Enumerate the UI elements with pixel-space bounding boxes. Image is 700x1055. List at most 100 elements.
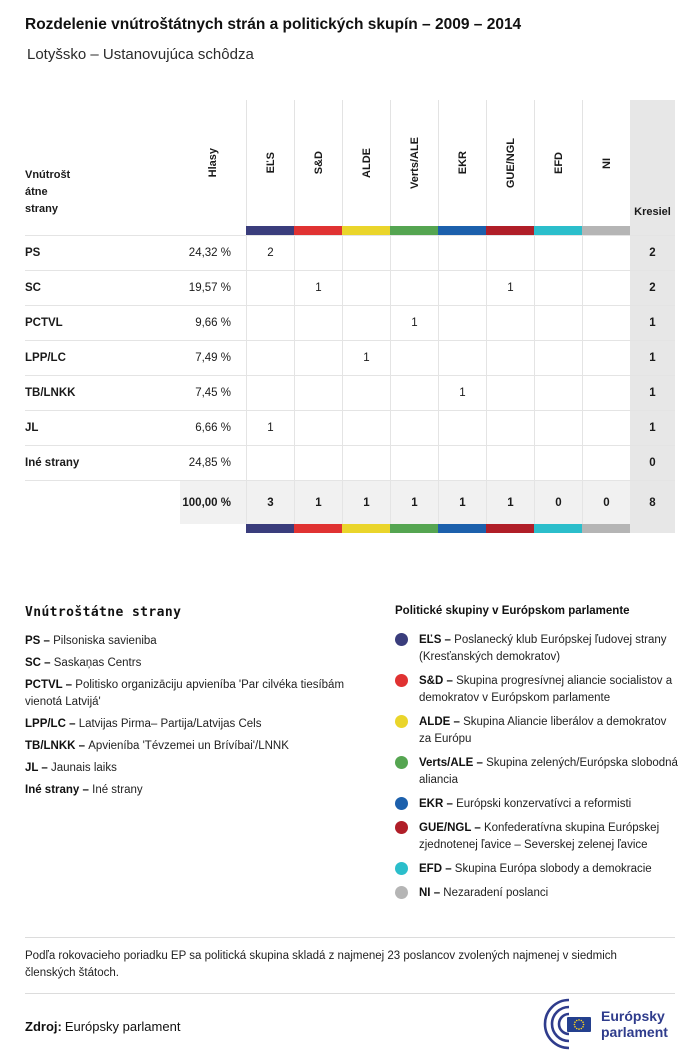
party-name-cell: PCTVL bbox=[25, 317, 63, 329]
verts-ale-dot bbox=[395, 756, 408, 769]
group-cell-gue-ngl bbox=[486, 341, 534, 375]
ni-color-bar bbox=[582, 524, 630, 533]
sd-color-bar bbox=[294, 226, 342, 235]
group-colorbar-bottom bbox=[25, 524, 675, 533]
party-name-cell: SC bbox=[25, 282, 41, 294]
colorbar-spacer-seats bbox=[630, 524, 675, 533]
votes-column-header: Hlasy bbox=[180, 100, 246, 226]
national-parties-legend: Vnútroštátne strany PS – Pilsoniska savi… bbox=[25, 605, 373, 804]
table-total: 100,00 % 3 1 1 1 1 1 0 0 8 bbox=[25, 480, 675, 524]
results-table: Vnútroštátne strany Hlasy EĽS S&D ALDE Vert… bbox=[25, 100, 675, 533]
group-cell-sd bbox=[294, 341, 342, 375]
party-abbr: PS – bbox=[25, 635, 54, 647]
group-cell-gue-ngl bbox=[486, 446, 534, 480]
table-header: Vnútroštátne strany Hlasy EĽS S&D ALDE Vert… bbox=[25, 100, 675, 226]
party-abbr: LPP/LC – bbox=[25, 718, 79, 730]
group-cell-verts-ale bbox=[390, 411, 438, 445]
group-cell-efd bbox=[534, 341, 582, 375]
group-cell-verts-ale bbox=[390, 446, 438, 480]
page-subtitle: Lotyšsko – Ustanovujúca schôdza bbox=[27, 46, 254, 63]
seats-cell: 1 bbox=[630, 341, 675, 375]
alde-dot bbox=[395, 715, 408, 728]
group-cell-ekr bbox=[438, 341, 486, 375]
ep-hemicycle-icon bbox=[543, 998, 591, 1050]
votes-cell: 100,00 % bbox=[180, 481, 246, 524]
seats-cell: 1 bbox=[630, 376, 675, 410]
group-cell-alde bbox=[342, 306, 390, 340]
group-cell-verts-ale bbox=[390, 376, 438, 410]
seats-cell: 1 bbox=[630, 306, 675, 340]
table-row: SC 19,57 % 1 1 2 bbox=[25, 270, 675, 305]
source-line: Zdroj: Európsky parlament bbox=[25, 1019, 180, 1034]
group-cell-alde bbox=[342, 376, 390, 410]
group-abbr: ALDE – bbox=[419, 716, 464, 728]
column-header-label: EKR bbox=[456, 151, 469, 175]
group-legend-text: NI – Nezaradení poslanci bbox=[419, 887, 549, 899]
party-legend-item: PS – Pilsoniska savieniba bbox=[25, 635, 157, 647]
group-cells: 1 bbox=[246, 341, 630, 375]
group-cell-ni bbox=[582, 446, 630, 480]
ni-color-bar bbox=[582, 226, 630, 235]
source-label: Zdroj: bbox=[25, 1019, 62, 1034]
group-cell-ni bbox=[582, 306, 630, 340]
eu-flag-icon bbox=[567, 1017, 591, 1032]
votes-column-header-label: Hlasy bbox=[207, 148, 219, 178]
group-abbr: EFD – bbox=[419, 863, 455, 875]
group-cell-verts-ale bbox=[390, 341, 438, 375]
alde-color-bar bbox=[342, 226, 390, 235]
seats-column-header-label: Kresiel bbox=[634, 206, 671, 218]
party-legend-item: Iné strany – Iné strany bbox=[25, 784, 143, 796]
column-header-alde: ALDE bbox=[342, 100, 390, 226]
group-cell-sd bbox=[294, 411, 342, 445]
group-cell-ni bbox=[582, 376, 630, 410]
group-cell-gue-ngl: 1 bbox=[486, 271, 534, 305]
group-legend-item: EKR – Európski konzervatívci a reformist… bbox=[395, 796, 680, 813]
ekr-color-bar bbox=[438, 524, 486, 533]
group-cell-verts-ale bbox=[390, 271, 438, 305]
group-legend-item: Verts/ALE – Skupina zelených/Európska sl… bbox=[395, 755, 680, 789]
group-cell-els bbox=[246, 341, 294, 375]
group-cell-efd bbox=[534, 376, 582, 410]
divider bbox=[25, 993, 675, 994]
votes-cell: 19,57 % bbox=[188, 282, 231, 294]
group-cell-verts-ale: 1 bbox=[390, 481, 438, 524]
group-cells: 1 bbox=[246, 376, 630, 410]
group-cell-efd bbox=[534, 271, 582, 305]
group-cells: 2 bbox=[246, 236, 630, 270]
group-abbr: GUE/NGL – bbox=[419, 822, 484, 834]
party-legend-item: SC – Saskaņas Centrs bbox=[25, 657, 142, 669]
efd-color-bar bbox=[534, 226, 582, 235]
column-header-label: Verts/ALE bbox=[408, 137, 421, 189]
group-cell-gue-ngl bbox=[486, 236, 534, 270]
european-parliament-logo: Európsky parlament bbox=[533, 998, 675, 1050]
political-groups-legend: Politické skupiny v Európskom parlamente… bbox=[395, 605, 680, 909]
column-header-label: EFD bbox=[552, 152, 565, 174]
colorbar-spacer bbox=[25, 524, 246, 533]
group-cell-sd: 1 bbox=[294, 481, 342, 524]
group-cell-efd bbox=[534, 411, 582, 445]
group-cell-els bbox=[246, 446, 294, 480]
colorbar-spacer bbox=[25, 226, 246, 235]
efd-dot bbox=[395, 862, 408, 875]
party-name-cell: TB/LNKK bbox=[25, 387, 76, 399]
group-cell-verts-ale: 1 bbox=[390, 306, 438, 340]
group-cell-ni bbox=[582, 271, 630, 305]
group-cell-els: 2 bbox=[246, 236, 294, 270]
party-abbr: Iné strany – bbox=[25, 784, 93, 796]
els-color-bar bbox=[246, 524, 294, 533]
column-header-label: ALDE bbox=[360, 148, 373, 178]
party-abbr: JL – bbox=[25, 762, 51, 774]
column-header-label: S&D bbox=[312, 151, 325, 175]
party-column-header: Vnútroštátne strany bbox=[25, 100, 180, 226]
source-value: Európsky parlament bbox=[64, 1019, 181, 1034]
group-abbr: NI – bbox=[419, 887, 444, 899]
group-cell-els bbox=[246, 271, 294, 305]
group-cell-verts-ale bbox=[390, 236, 438, 270]
table-row: JL 6,66 % 1 1 bbox=[25, 410, 675, 445]
group-cell-alde bbox=[342, 271, 390, 305]
group-legend-item: S&D – Skupina progresívnej aliancie soci… bbox=[395, 673, 680, 707]
party-legend-item: LPP/LC – Latvijas Pirma– Partija/Latvija… bbox=[25, 718, 262, 730]
